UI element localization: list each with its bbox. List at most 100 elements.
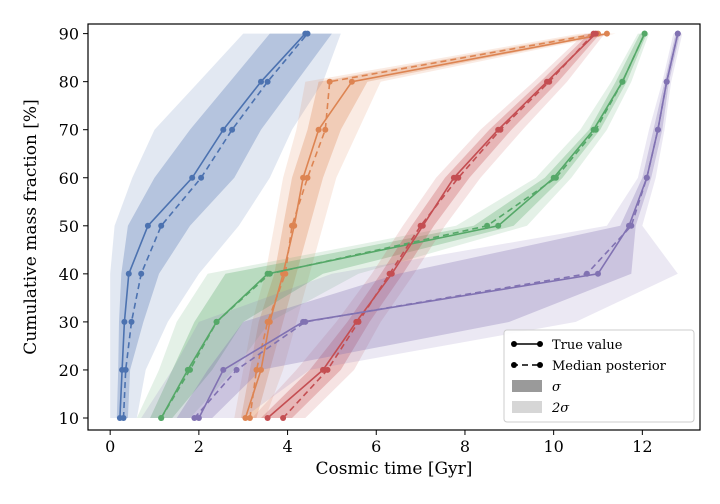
true-value-point	[603, 30, 610, 37]
median-posterior-line	[122, 33, 309, 419]
median-posterior-point	[280, 415, 287, 421]
true-value-point	[220, 366, 227, 373]
median-posterior-point	[302, 318, 309, 325]
legend-swatch	[512, 380, 542, 392]
median-posterior-point	[322, 126, 329, 133]
median-posterior-point	[590, 30, 597, 37]
median-posterior-point	[246, 415, 253, 421]
median-posterior-point	[128, 318, 135, 325]
y-tick-label: 10	[59, 409, 79, 428]
median-posterior-point	[120, 415, 127, 421]
median-posterior-point	[654, 126, 661, 133]
median-posterior-point	[253, 366, 260, 373]
median-posterior-point	[264, 78, 271, 85]
true-value-point	[320, 366, 326, 373]
x-axis: 0 2 4 6 8 10 12	[105, 430, 653, 456]
sigma-band	[150, 33, 647, 418]
median-posterior-point	[229, 126, 236, 133]
median-posterior-point	[158, 222, 165, 229]
true-value-point	[300, 174, 307, 181]
true-value-point	[450, 174, 457, 181]
median-posterior-point	[546, 78, 553, 85]
y-tick-label: 80	[59, 73, 79, 92]
true-value-point	[348, 78, 355, 85]
median-posterior-point	[484, 222, 491, 229]
median-posterior-point	[304, 174, 311, 181]
median-posterior-point	[643, 174, 650, 181]
two-sigma-band	[110, 33, 341, 418]
median-posterior-point	[386, 270, 393, 277]
legend-label: σ	[552, 380, 562, 395]
median-posterior-point	[264, 318, 271, 325]
median-posterior-point	[158, 415, 165, 421]
median-posterior-point	[674, 30, 681, 37]
legend-box	[503, 329, 695, 423]
median-posterior-point	[282, 270, 289, 277]
y-tick-label: 50	[59, 217, 79, 236]
two-sigma-band	[141, 33, 683, 418]
y-tick-label: 30	[59, 313, 79, 332]
median-posterior-point	[455, 174, 462, 181]
median-posterior-point	[663, 78, 670, 85]
legend-swatch	[512, 401, 542, 413]
true-value-point	[189, 174, 196, 181]
median-posterior-point	[122, 366, 129, 373]
true-value-point	[195, 415, 202, 421]
true-value-point	[258, 78, 264, 85]
true-value-point	[264, 415, 271, 421]
median-posterior-point	[289, 222, 295, 229]
median-posterior-point	[628, 222, 635, 229]
true-value-point	[220, 126, 227, 133]
median-posterior-point	[497, 126, 504, 133]
sigma-band	[261, 33, 601, 418]
legend: True value Median posterior σ 2σ	[503, 329, 695, 423]
y-tick-label: 60	[59, 169, 79, 188]
median-posterior-point	[592, 126, 599, 133]
legend-label: Median posterior	[552, 359, 667, 374]
x-tick-label: 8	[460, 437, 470, 456]
median-posterior-point	[138, 270, 145, 277]
y-tick-label: 70	[59, 121, 79, 140]
median-posterior-point	[326, 78, 333, 85]
x-tick-label: 2	[194, 437, 204, 456]
x-tick-label: 0	[105, 437, 115, 456]
x-tick-label: 6	[371, 437, 381, 456]
legend-marker	[537, 362, 543, 368]
median-posterior-point	[619, 78, 626, 85]
median-posterior-point	[266, 270, 273, 277]
median-posterior-point	[641, 30, 648, 37]
true-value-point	[121, 318, 128, 325]
true-value-point	[495, 222, 502, 229]
median-posterior-point	[198, 174, 205, 181]
plot-frame	[87, 23, 701, 431]
two-sigma-band	[252, 33, 605, 418]
median-posterior-point	[187, 366, 193, 373]
y-tick-label: 40	[59, 265, 79, 284]
legend-marker	[511, 341, 517, 347]
legend-marker	[537, 341, 543, 347]
true-value-point	[595, 270, 601, 277]
true-value-point	[315, 126, 322, 133]
median-posterior-point	[191, 415, 198, 421]
median-posterior-line	[193, 33, 679, 419]
median-posterior-point	[324, 366, 331, 373]
series-lines	[116, 30, 681, 421]
y-axis-label: Cumulative mass fraction [%]	[21, 99, 41, 354]
y-tick-label: 90	[59, 25, 79, 44]
x-tick-label: 10	[543, 437, 563, 456]
median-posterior-point	[583, 270, 590, 277]
legend-label: True value	[552, 338, 623, 353]
x-tick-label: 4	[282, 437, 292, 456]
true-value-point	[242, 415, 249, 421]
x-tick-label: 12	[632, 437, 652, 456]
median-posterior-point	[213, 318, 220, 325]
median-posterior-point	[304, 30, 311, 37]
median-posterior-point	[417, 222, 424, 229]
legend-marker	[511, 362, 517, 368]
true-value-point	[144, 222, 151, 229]
y-axis: 10 20 30 40 50 60 70 80 90	[59, 25, 88, 428]
true-value-point	[258, 366, 264, 373]
x-axis-label: Cosmic time [Gyr]	[316, 459, 473, 479]
median-posterior-point	[355, 318, 362, 325]
